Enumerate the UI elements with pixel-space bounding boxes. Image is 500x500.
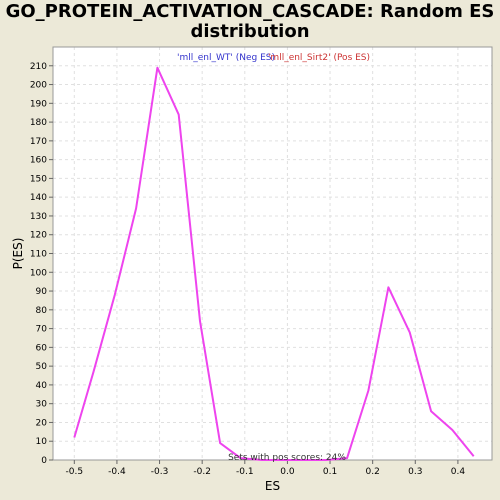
y-tick-label: 190 — [30, 99, 47, 109]
y-tick-label: 40 — [36, 381, 48, 391]
series-line — [73, 66, 475, 461]
y-tick-label: 140 — [30, 193, 47, 203]
x-tick-label: -0.5 — [66, 467, 84, 477]
x-tick-label: 0.3 — [408, 467, 422, 477]
y-tick-label: 30 — [36, 400, 48, 410]
y-tick-label: 20 — [36, 418, 48, 428]
x-tick-label: -0.2 — [193, 467, 211, 477]
annotation: Sets with pos scores: 24% — [228, 453, 346, 463]
x-tick-label: 0.0 — [280, 467, 295, 477]
legend-entry-pos: 'mll_enl_Sirt2' (Pos ES) — [268, 53, 370, 63]
y-tick-label: 50 — [36, 362, 48, 372]
x-tick-label: 0.1 — [323, 467, 337, 477]
y-axis: 0 10 20 30 40 50 60 70 80 90 100 110 120 130 140 150 160… — [30, 62, 53, 466]
x-tick-label: 0.2 — [365, 467, 379, 477]
y-tick-label: 70 — [36, 325, 48, 335]
x-tick-label: -0.1 — [236, 467, 254, 477]
y-tick-label: 0 — [41, 456, 47, 466]
legend: 'mll_enl_WT' (Neg ES)'mll_enl_Sirt2' (Po… — [177, 53, 370, 63]
y-tick-label: 200 — [30, 81, 47, 91]
y-tick-label: 210 — [30, 62, 47, 72]
x-tick-label: -0.3 — [151, 467, 169, 477]
y-tick-label: 130 — [30, 212, 47, 222]
y-tick-label: 100 — [30, 268, 47, 278]
y-tick-label: 170 — [30, 137, 47, 147]
y-tick-label: 80 — [36, 306, 48, 316]
y-tick-label: 180 — [30, 118, 47, 128]
y-tick-label: 60 — [36, 343, 48, 353]
y-tick-label: 90 — [36, 287, 48, 297]
x-axis: -0.5 -0.4 -0.3 -0.2 -0.1 0.0 0.1 0.2 0.3 0.4 — [66, 460, 466, 477]
x-tick-label: 0.4 — [451, 467, 466, 477]
y-tick-label: 120 — [30, 231, 47, 241]
grid — [53, 47, 492, 461]
y-tick-label: 150 — [30, 174, 47, 184]
y-tick-label: 110 — [30, 250, 47, 260]
series — [73, 66, 475, 461]
y-tick-label: 160 — [30, 156, 47, 166]
chart-title: GO_PROTEIN_ACTIVATION_CASCADE: Random ES… — [5, 1, 495, 42]
x-tick-label: -0.4 — [108, 467, 126, 477]
x-axis-label: ES — [265, 479, 280, 493]
y-axis-label: P(ES) — [11, 238, 25, 270]
y-tick-label: 10 — [36, 437, 48, 447]
legend-entry-neg: 'mll_enl_WT' (Neg ES) — [177, 53, 275, 63]
